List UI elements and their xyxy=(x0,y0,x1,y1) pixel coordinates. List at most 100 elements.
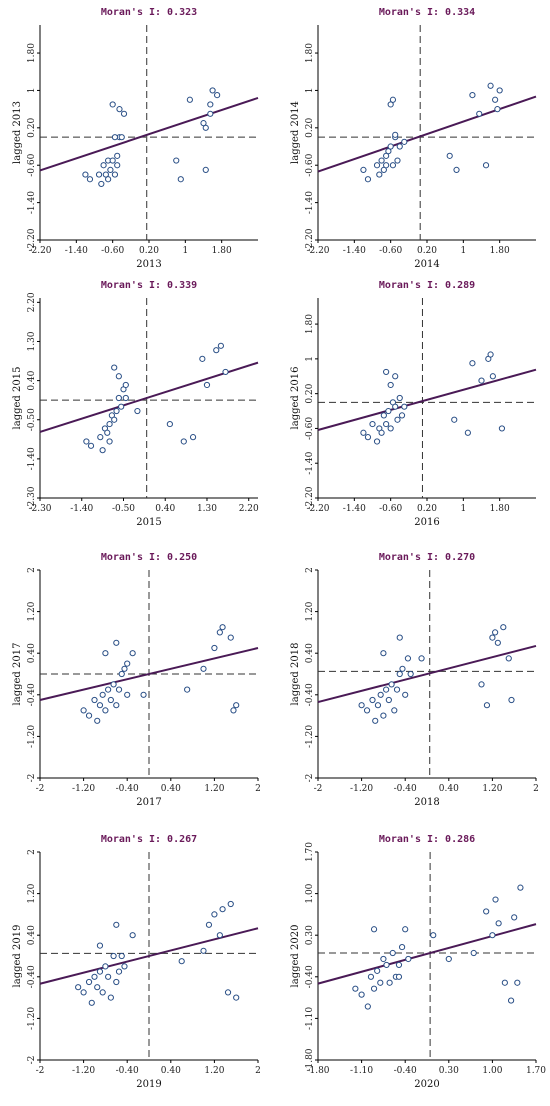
data-point xyxy=(407,670,414,678)
data-point xyxy=(508,696,515,704)
x-tick-label: 2.20 xyxy=(239,504,259,514)
data-point xyxy=(396,394,403,402)
y-tick-label: -2.20 xyxy=(305,486,315,509)
fit-line xyxy=(39,96,259,172)
data-point xyxy=(451,416,458,423)
fit-line xyxy=(317,95,537,173)
data-point xyxy=(96,702,104,709)
data-point xyxy=(364,1003,371,1010)
chart-title: Moran's I: 0.267 xyxy=(101,834,197,845)
data-point xyxy=(373,162,381,169)
data-point xyxy=(224,989,232,996)
data-point xyxy=(97,434,104,441)
x-tick-label: 1.80 xyxy=(490,504,510,514)
data-point xyxy=(230,707,237,714)
panel-2020: Moran's I: 0.286 -1.80 -1.10 -0.40 0.30 1.00 1… xyxy=(290,834,546,1090)
y-tick-label: 0.40 xyxy=(27,643,37,663)
data-point xyxy=(111,416,118,423)
fit-line xyxy=(39,647,259,701)
data-point xyxy=(372,717,379,724)
data-point xyxy=(387,425,394,432)
data-point xyxy=(469,92,476,99)
data-point xyxy=(180,438,187,445)
x-tick-label: 1 xyxy=(182,246,188,256)
x-tick-label: -2 xyxy=(314,784,323,794)
y-tick-label: 1.30 xyxy=(27,331,37,351)
data-point xyxy=(385,696,392,704)
y-tick-label: 1 xyxy=(27,88,37,94)
x-tick-label: 0.40 xyxy=(161,1066,181,1076)
data-point xyxy=(113,639,120,646)
data-point xyxy=(377,979,384,986)
data-point xyxy=(134,407,141,415)
data-point xyxy=(105,176,112,183)
data-point xyxy=(391,707,398,714)
x-tick-label: -0.40 xyxy=(394,784,417,794)
data-point xyxy=(383,162,390,169)
data-point xyxy=(380,712,387,719)
data-point xyxy=(483,908,490,915)
x-tick-label: -0.50 xyxy=(112,504,135,514)
data-point xyxy=(360,429,367,436)
data-point xyxy=(469,360,476,367)
data-point xyxy=(383,420,390,428)
y-axis-label: lagged 2016 xyxy=(290,367,301,430)
y-tick-label: 1.80 xyxy=(305,314,315,334)
data-point xyxy=(386,979,393,986)
data-point xyxy=(470,949,477,957)
y-tick-label: 0.20 xyxy=(305,383,315,403)
data-point xyxy=(378,157,385,164)
data-point xyxy=(387,143,394,150)
data-point xyxy=(405,955,412,963)
data-point xyxy=(385,407,392,415)
y-tick-label: -1.40 xyxy=(305,451,315,474)
y-tick-label: -0.60 xyxy=(305,153,315,176)
x-tick-label: -2.20 xyxy=(306,246,329,256)
data-point xyxy=(122,381,129,389)
x-tick-label: -1.80 xyxy=(306,1066,329,1076)
data-point xyxy=(211,644,218,652)
data-point xyxy=(109,101,116,108)
data-point xyxy=(105,973,112,980)
x-tick-label: 2 xyxy=(533,784,539,794)
data-point xyxy=(173,157,180,164)
y-tick-label: 1.20 xyxy=(27,601,37,621)
panel-2015: Moran's I: 0.339 -2.30 -1.40 -0.50 0.40 1.30 2… xyxy=(12,280,259,528)
y-tick-label: -0.60 xyxy=(27,153,37,176)
data-point xyxy=(380,650,387,657)
y-tick-label: -0.40 xyxy=(305,683,315,706)
chart-title: Moran's I: 0.334 xyxy=(379,7,475,18)
data-point xyxy=(380,412,387,419)
x-tick-label: -1.40 xyxy=(343,504,366,514)
data-point xyxy=(487,82,494,89)
data-point xyxy=(394,157,401,164)
data-point xyxy=(430,932,437,939)
data-point xyxy=(102,650,109,657)
data-point xyxy=(389,96,397,103)
data-point xyxy=(492,896,499,903)
y-tick-label: 0.30 xyxy=(305,925,315,945)
data-point xyxy=(111,364,118,371)
data-point xyxy=(177,176,184,183)
data-point xyxy=(507,997,515,1004)
y-axis-label: lagged 2020 xyxy=(290,925,301,988)
y-tick-label: -2 xyxy=(27,1056,37,1065)
data-point xyxy=(387,381,394,389)
data-point xyxy=(495,920,502,927)
y-tick-label: -1.40 xyxy=(27,447,37,470)
x-tick-label: 1.20 xyxy=(204,784,224,794)
data-point xyxy=(114,162,121,169)
y-tick-label: -2.20 xyxy=(27,228,37,251)
data-point xyxy=(96,942,104,949)
data-point xyxy=(121,665,128,672)
data-point xyxy=(80,707,87,714)
data-point xyxy=(115,686,123,693)
data-point xyxy=(389,162,397,169)
data-point xyxy=(445,955,452,963)
data-point xyxy=(219,906,226,913)
data-point xyxy=(94,717,101,724)
data-point xyxy=(104,429,111,436)
y-tick-label: 0.20 xyxy=(27,118,37,138)
data-point xyxy=(383,368,390,376)
